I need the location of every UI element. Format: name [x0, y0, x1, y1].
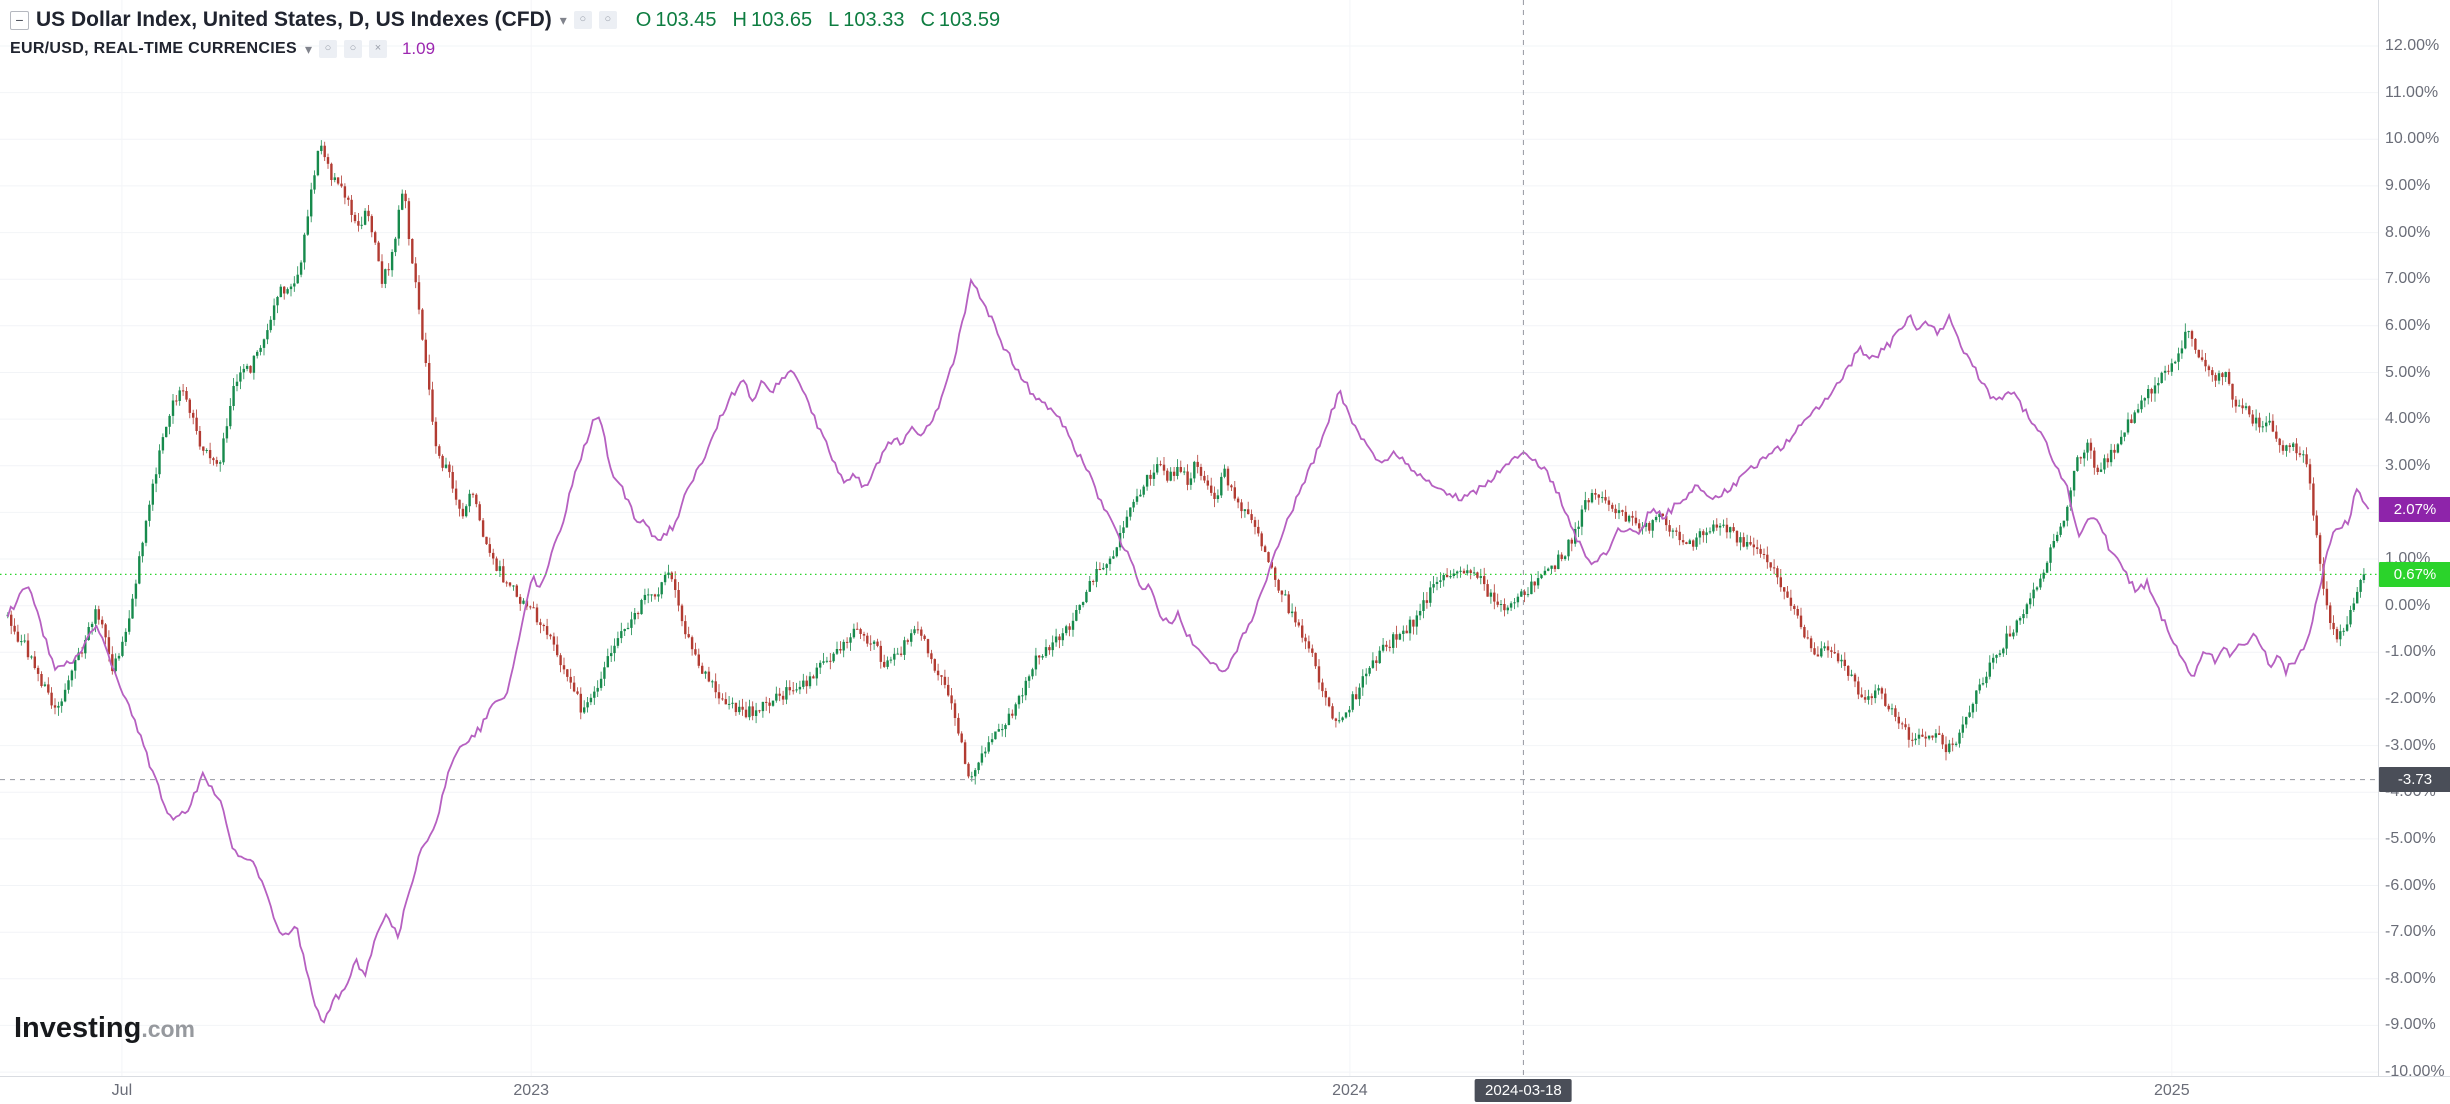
series-settings-icon[interactable]: ○ [598, 11, 617, 29]
price-chart-canvas[interactable] [0, 0, 2378, 1076]
close-value: 103.59 [938, 8, 1001, 31]
price-axis-label: 8.00% [2385, 223, 2431, 241]
price-axis-label: -1.00% [2385, 643, 2436, 661]
legend-row-usd-index: − US Dollar Index, United States, D, US … [10, 8, 1000, 32]
ohlc-values: O 103.45 H 103.65 L 103.33 C 103.59 [636, 9, 1000, 32]
open-label: O [635, 8, 652, 31]
chevron-down-icon[interactable]: ▾ [559, 11, 567, 28]
time-axis-label: Jul [111, 1082, 133, 1099]
close-label: C [920, 8, 935, 31]
chart-legend: − US Dollar Index, United States, D, US … [10, 8, 1000, 59]
price-axis-label: -7.00% [2385, 923, 2436, 941]
price-axis-label: 7.00% [2385, 270, 2431, 288]
logo-tld: .com [141, 1016, 195, 1042]
time-axis-label: 2023 [513, 1082, 549, 1099]
logo-text: Investing [14, 1012, 142, 1044]
eurusd-last-price-badge: 2.07% [2379, 496, 2450, 522]
price-axis-label: -5.00% [2385, 829, 2436, 847]
open-value: 103.45 [655, 8, 717, 31]
crosshair-price-badge: -3.73 [2379, 767, 2450, 793]
price-axis-label: 12.00% [2385, 37, 2440, 54]
price-axis-label: -2.00% [2385, 690, 2436, 707]
price-axis-label: 11.00% [2385, 83, 2439, 101]
price-axis-label: -6.00% [2385, 876, 2436, 894]
crosshair-date-badge: 2024-03-18 [1475, 1079, 1572, 1102]
collapse-legend-icon[interactable]: − [10, 10, 29, 30]
legend-row-eurusd: EUR/USD, REAL-TIME CURRENCIES ▾ ○ ○ × 1.… [10, 39, 1000, 59]
series-close-icon[interactable]: × [368, 40, 387, 58]
price-axis-label: 4.00% [2385, 410, 2431, 428]
price-axis-label: 10.00% [2385, 130, 2440, 148]
series-hide-icon[interactable]: ○ [318, 40, 337, 58]
high-label: H [732, 8, 747, 31]
price-axis[interactable]: 12.00% 11.00% 10.00% 9.00% 8.00% 7.00% 6.00% 5.… [2378, 0, 2450, 1080]
time-axis-label: 2025 [2154, 1082, 2190, 1099]
price-axis-label: 5.00% [2385, 363, 2431, 381]
investing-logo[interactable]: Investing.com [14, 1012, 195, 1045]
symbol-title-usd-index[interactable]: US Dollar Index, United States, D, US In… [36, 8, 552, 31]
low-value: 103.33 [843, 8, 905, 31]
time-axis[interactable]: Jul 2023 2024 2025 2024-03-18 [0, 1076, 2450, 1104]
price-axis-label: -8.00% [2385, 969, 2436, 987]
high-value: 103.65 [750, 8, 813, 31]
series-hide-icon[interactable]: ○ [573, 11, 592, 29]
price-axis-label: -10.00% [2385, 1063, 2445, 1081]
symbol-title-eurusd[interactable]: EUR/USD, REAL-TIME CURRENCIES [10, 40, 297, 57]
price-axis-label: 3.00% [2385, 456, 2431, 474]
price-axis-label: 0.00% [2385, 596, 2431, 614]
price-axis-label: 6.00% [2385, 316, 2431, 334]
price-axis-label: -9.00% [2385, 1016, 2436, 1034]
price-axis-label: -3.00% [2385, 736, 2436, 754]
series-settings-icon[interactable]: ○ [343, 40, 362, 58]
eurusd-last-value: 1.09 [401, 39, 436, 58]
chevron-down-icon[interactable]: ▾ [304, 40, 312, 57]
price-axis-label: 9.00% [2385, 176, 2431, 194]
low-label: L [828, 8, 840, 31]
time-axis-label: 2024 [1332, 1082, 1368, 1099]
usd-index-last-price-badge: 0.67% [2379, 561, 2450, 587]
